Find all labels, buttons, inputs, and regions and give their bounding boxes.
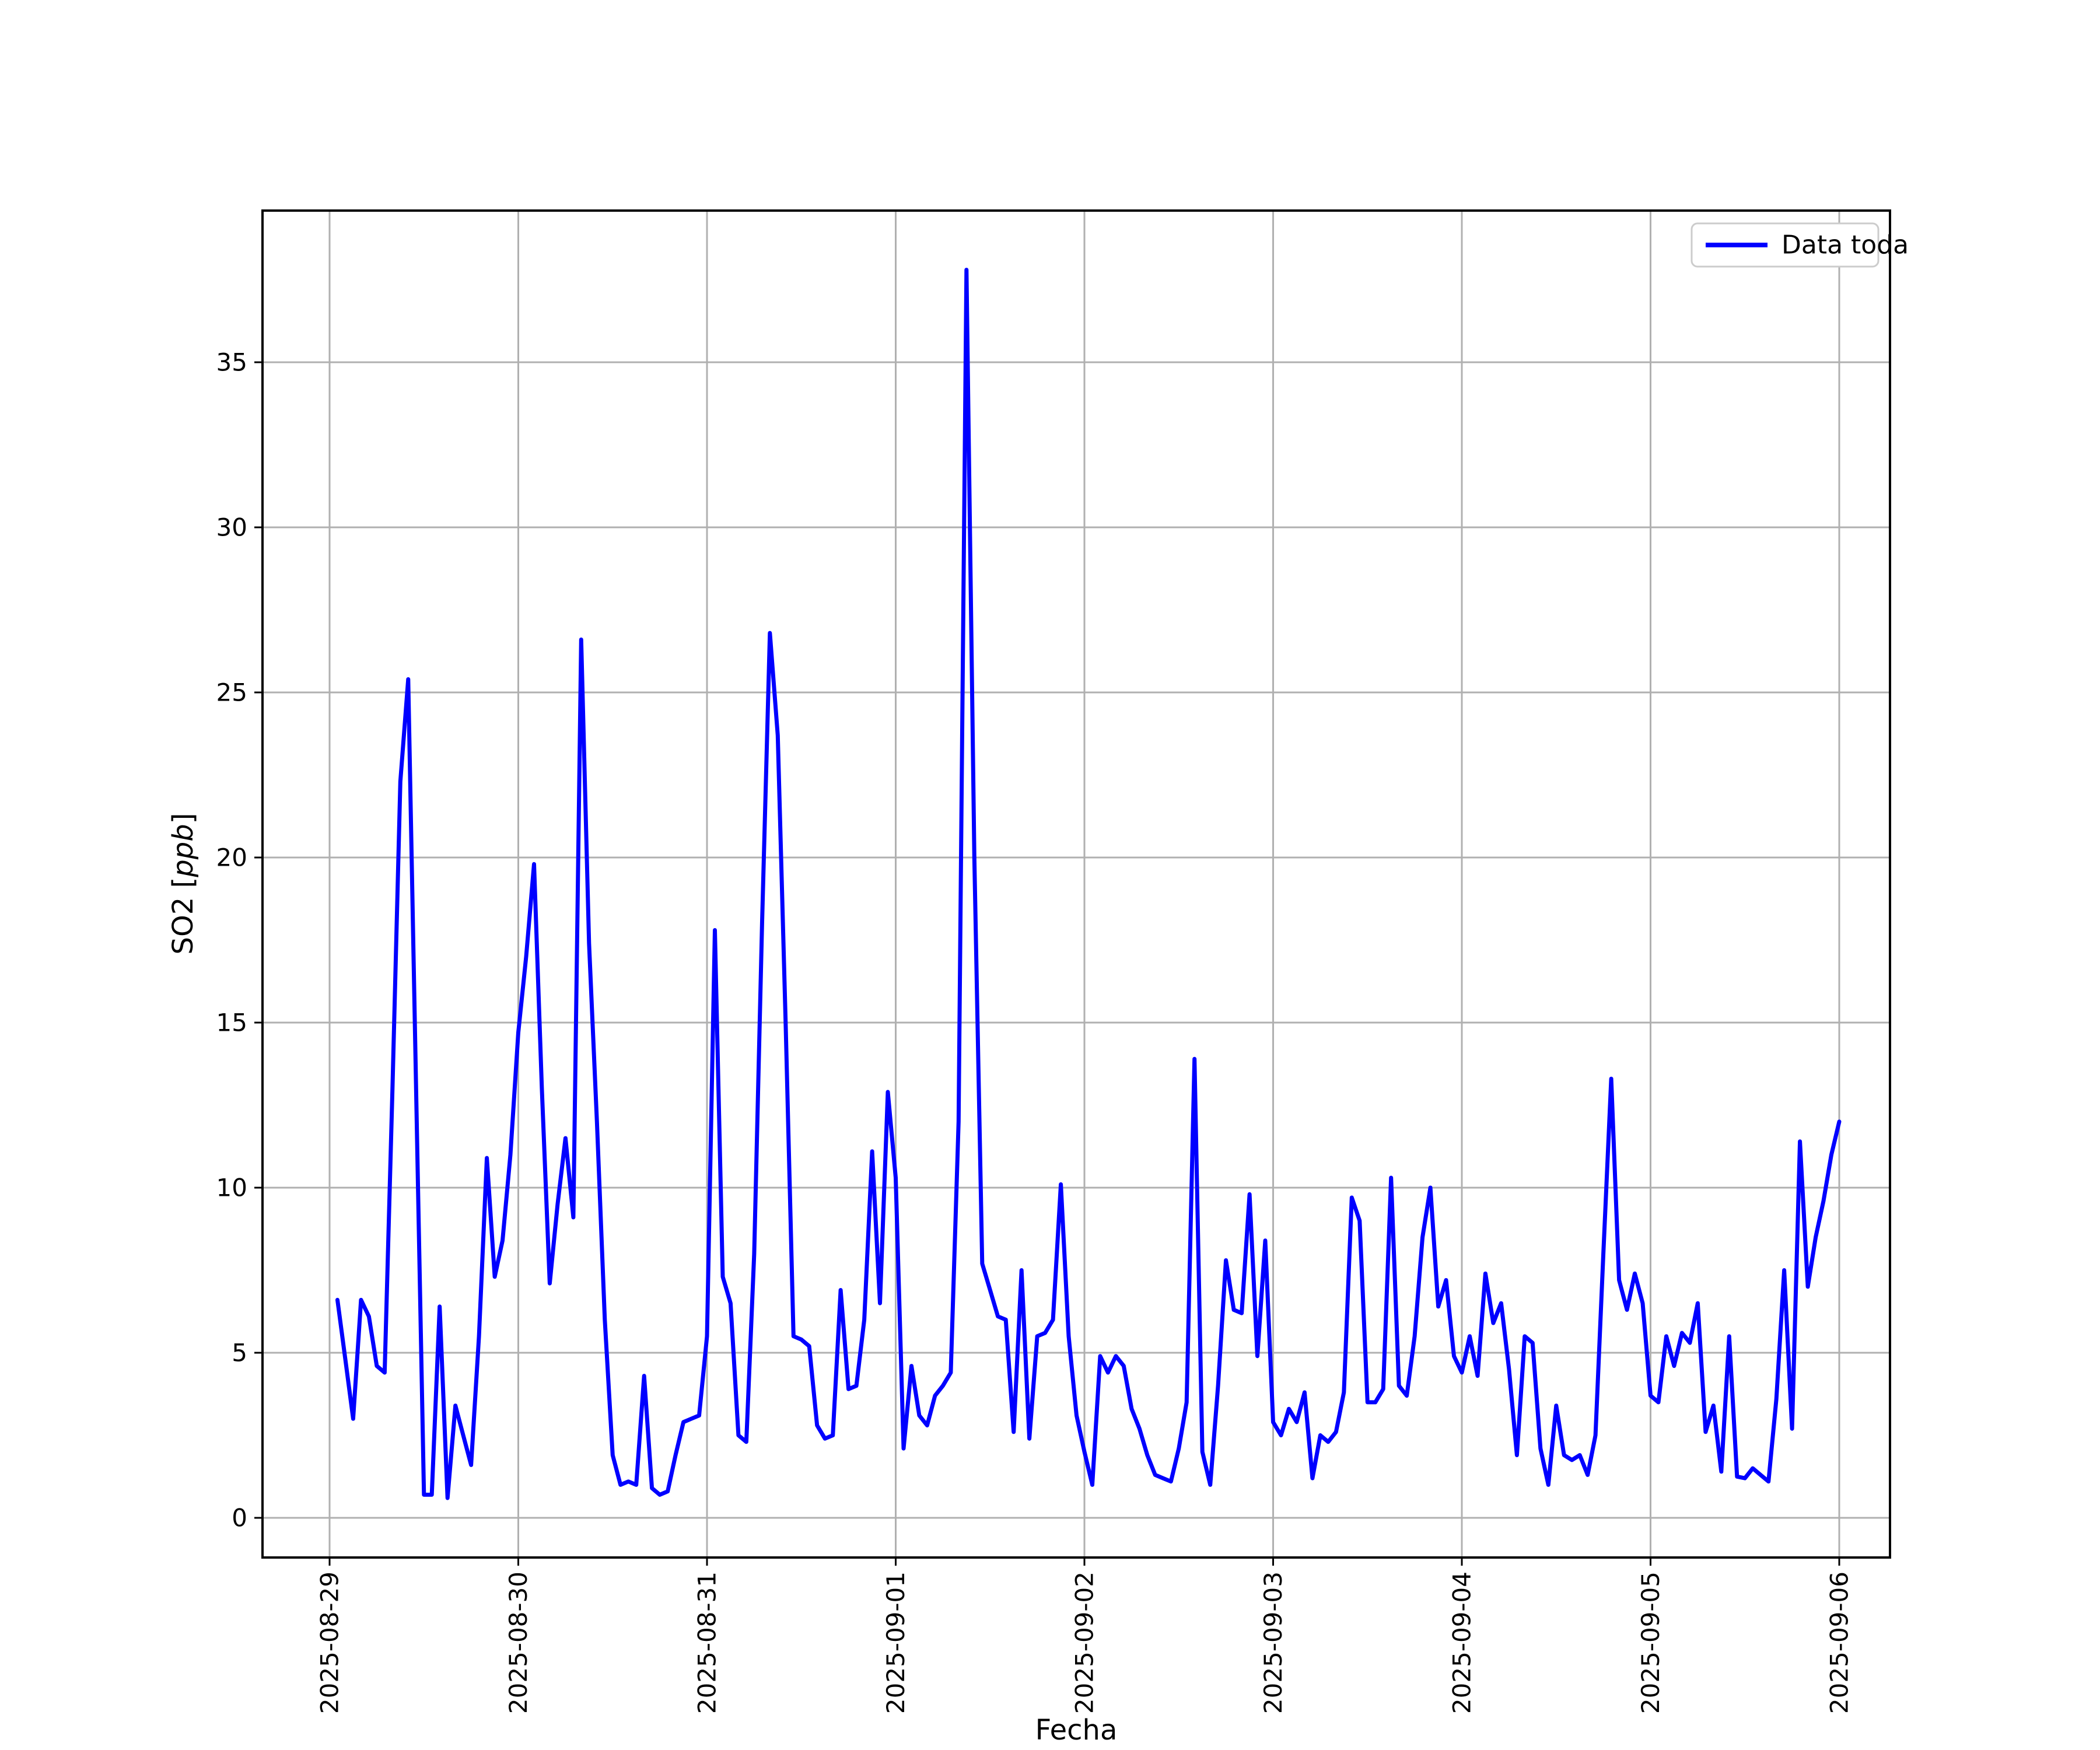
y-tick-label: 15: [216, 1009, 247, 1037]
data-line-series: [335, 268, 1842, 1500]
legend: Data toda: [1690, 222, 1909, 268]
y-axis-label-suffix: ]: [167, 813, 200, 824]
x-tick-label: 2025-08-31: [693, 1572, 722, 1714]
x-tick-label: 2025-09-04: [1448, 1572, 1476, 1714]
y-tick-label: 5: [232, 1339, 247, 1367]
x-axis-label: Fecha: [1035, 1714, 1118, 1746]
y-axis-label-prefix: SO2 [: [167, 877, 200, 955]
y-tick-label: 0: [232, 1504, 247, 1532]
x-tick-label: 2025-08-29: [316, 1572, 344, 1714]
x-tick-labels: 2025-08-29 2025-08-30 2025-08-31 2025-09-01…: [316, 1572, 1854, 1714]
x-tick-label: 2025-09-05: [1636, 1572, 1665, 1714]
x-tick-label: 2025-09-03: [1259, 1572, 1287, 1714]
x-tick-label: 2025-09-06: [1825, 1572, 1854, 1714]
gridlines: [262, 211, 1890, 1558]
y-tick-label: 25: [216, 678, 247, 707]
plot-border: [261, 209, 1891, 1559]
x-tick-label: 2025-09-01: [881, 1572, 910, 1714]
x-tick-label: 2025-09-02: [1070, 1572, 1099, 1714]
legend-label: Data toda: [1782, 230, 1909, 260]
y-axis-label: SO2 [ppb]: [167, 813, 200, 955]
y-axis-label-units: ppb: [167, 824, 200, 877]
y-tick-label: 35: [216, 348, 247, 377]
y-tick-labels: 0 5 10 15 20 25 30 35: [216, 348, 247, 1532]
y-tick-label: 30: [216, 513, 247, 542]
x-tick-label: 2025-08-30: [504, 1572, 533, 1714]
axis-tick-marks: [254, 361, 1840, 1566]
y-tick-label: 20: [216, 844, 247, 872]
legend-box: [1690, 222, 1880, 268]
y-tick-label: 10: [216, 1174, 247, 1202]
